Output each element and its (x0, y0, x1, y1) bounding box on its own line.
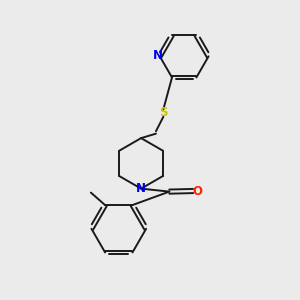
Text: O: O (193, 184, 203, 197)
Text: S: S (159, 106, 168, 119)
Text: N: N (152, 49, 162, 62)
Text: N: N (136, 182, 146, 195)
